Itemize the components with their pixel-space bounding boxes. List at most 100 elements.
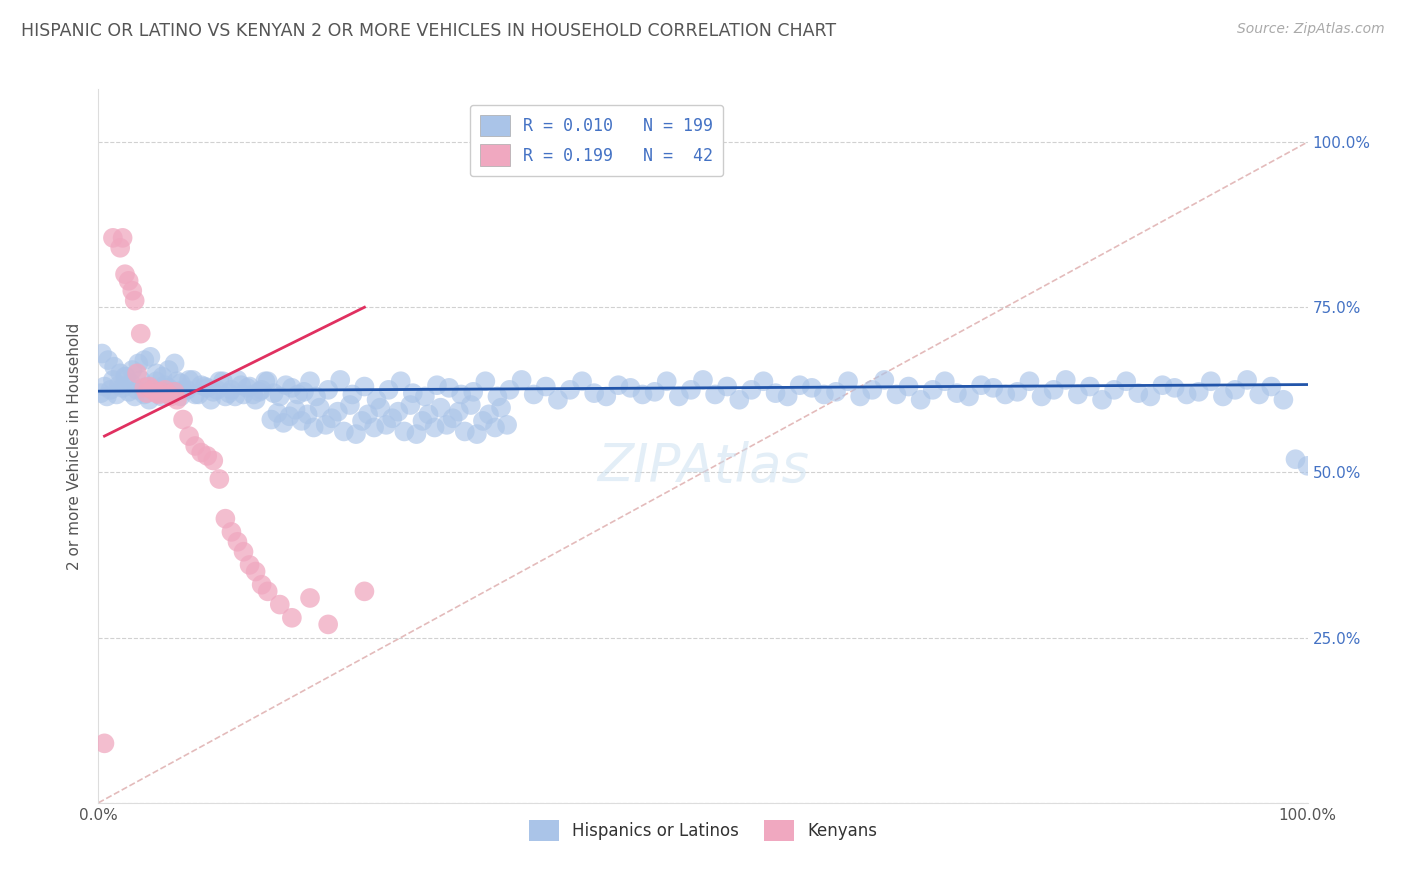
Point — [994, 387, 1017, 401]
Point — [190, 445, 212, 459]
Point — [172, 383, 194, 397]
Point — [342, 387, 364, 401]
Point — [394, 425, 416, 439]
Point — [534, 379, 557, 393]
Point — [93, 379, 115, 393]
Point — [558, 383, 581, 397]
Point — [1115, 374, 1137, 388]
Point — [166, 392, 188, 407]
Point — [221, 524, 243, 539]
Point — [281, 381, 304, 395]
Point — [426, 378, 449, 392]
Point — [150, 384, 173, 399]
Point — [245, 565, 267, 579]
Point — [1067, 387, 1090, 401]
Point — [208, 374, 231, 388]
Point — [441, 411, 464, 425]
Point — [127, 383, 149, 397]
Point — [1078, 379, 1101, 393]
Point — [1249, 387, 1271, 401]
Point — [981, 381, 1004, 395]
Point — [655, 374, 678, 388]
Point — [315, 417, 337, 432]
Point — [679, 383, 702, 397]
Point — [478, 407, 501, 421]
Point — [184, 439, 207, 453]
Point — [163, 356, 186, 370]
Point — [202, 453, 225, 467]
Point — [263, 386, 285, 401]
Point — [127, 356, 149, 370]
Point — [269, 389, 291, 403]
Point — [160, 389, 183, 403]
Point — [138, 379, 160, 393]
Point — [157, 387, 180, 401]
Point — [148, 386, 170, 401]
Point — [290, 414, 312, 428]
Point — [91, 346, 114, 360]
Point — [239, 379, 262, 393]
Point — [187, 387, 209, 401]
Point — [1007, 384, 1029, 399]
Point — [1091, 392, 1114, 407]
Point — [728, 392, 751, 407]
Point — [256, 374, 278, 388]
Point — [471, 414, 494, 428]
Point — [242, 387, 264, 401]
Point — [510, 373, 533, 387]
Point — [910, 392, 932, 407]
Legend: Hispanics or Latinos, Kenyans: Hispanics or Latinos, Kenyans — [522, 814, 884, 848]
Point — [135, 379, 157, 393]
Point — [498, 383, 520, 397]
Point — [129, 373, 152, 387]
Point — [813, 387, 835, 401]
Point — [1128, 386, 1150, 401]
Point — [145, 386, 167, 401]
Point — [134, 353, 156, 368]
Point — [776, 389, 799, 403]
Point — [297, 407, 319, 421]
Point — [134, 387, 156, 401]
Point — [631, 387, 654, 401]
Point — [214, 389, 236, 403]
Point — [463, 384, 485, 399]
Point — [169, 389, 191, 403]
Point — [105, 387, 128, 401]
Point — [124, 389, 146, 403]
Point — [148, 387, 170, 401]
Text: HISPANIC OR LATINO VS KENYAN 2 OR MORE VEHICLES IN HOUSEHOLD CORRELATION CHART: HISPANIC OR LATINO VS KENYAN 2 OR MORE V… — [21, 22, 837, 40]
Point — [450, 387, 472, 401]
Point — [523, 387, 546, 401]
Point — [1102, 383, 1125, 397]
Point — [195, 381, 218, 395]
Point — [260, 412, 283, 426]
Point — [292, 384, 315, 399]
Point — [138, 392, 160, 407]
Point — [1296, 458, 1319, 473]
Point — [287, 387, 309, 401]
Point — [583, 386, 606, 401]
Point — [142, 383, 165, 397]
Point — [250, 383, 273, 397]
Point — [103, 359, 125, 374]
Point — [152, 369, 174, 384]
Point — [897, 379, 920, 393]
Point — [418, 407, 440, 421]
Point — [873, 373, 896, 387]
Point — [254, 374, 277, 388]
Point — [644, 384, 666, 399]
Point — [129, 326, 152, 341]
Point — [157, 363, 180, 377]
Point — [108, 241, 131, 255]
Point — [305, 389, 328, 403]
Point — [321, 411, 343, 425]
Point — [1152, 378, 1174, 392]
Point — [329, 373, 352, 387]
Point — [465, 427, 488, 442]
Point — [413, 389, 436, 403]
Point — [169, 376, 191, 391]
Point — [1236, 373, 1258, 387]
Point — [668, 389, 690, 403]
Point — [460, 398, 482, 412]
Point — [368, 401, 391, 415]
